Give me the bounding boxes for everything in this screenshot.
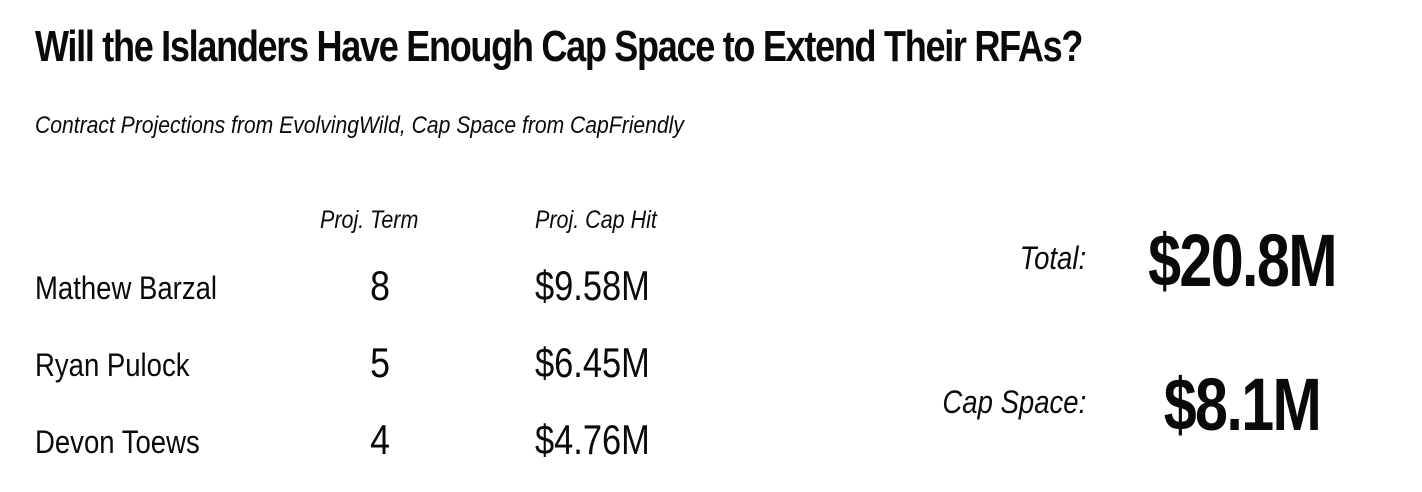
column-header-cap-hit: Proj. Cap Hit <box>535 206 657 234</box>
total-value: $20.8M <box>1148 219 1337 302</box>
table-row: Mathew Barzal 8 $9.58M <box>0 262 760 322</box>
projected-cap-hit: $6.45M <box>535 339 650 386</box>
cap-space-label: Cap Space: <box>942 384 1086 420</box>
projected-cap-hit: $4.76M <box>535 416 650 463</box>
projected-term: 5 <box>370 339 390 386</box>
player-name: Ryan Pulock <box>35 347 190 383</box>
total-label: Total: <box>1019 240 1086 276</box>
cap-space-value: $8.1M <box>1163 363 1322 446</box>
table-row: Ryan Pulock 5 $6.45M <box>0 339 760 399</box>
projected-term: 8 <box>370 262 390 309</box>
column-header-term: Proj. Term <box>320 206 419 234</box>
player-name: Devon Toews <box>35 424 200 460</box>
table-row: Devon Toews 4 $4.76M <box>0 416 760 476</box>
page-subtitle: Contract Projections from EvolvingWild, … <box>35 112 684 139</box>
projected-cap-hit: $9.58M <box>535 262 650 309</box>
player-name: Mathew Barzal <box>35 270 218 306</box>
projected-term: 4 <box>370 416 390 463</box>
page-title: Will the Islanders Have Enough Cap Space… <box>35 22 1083 71</box>
